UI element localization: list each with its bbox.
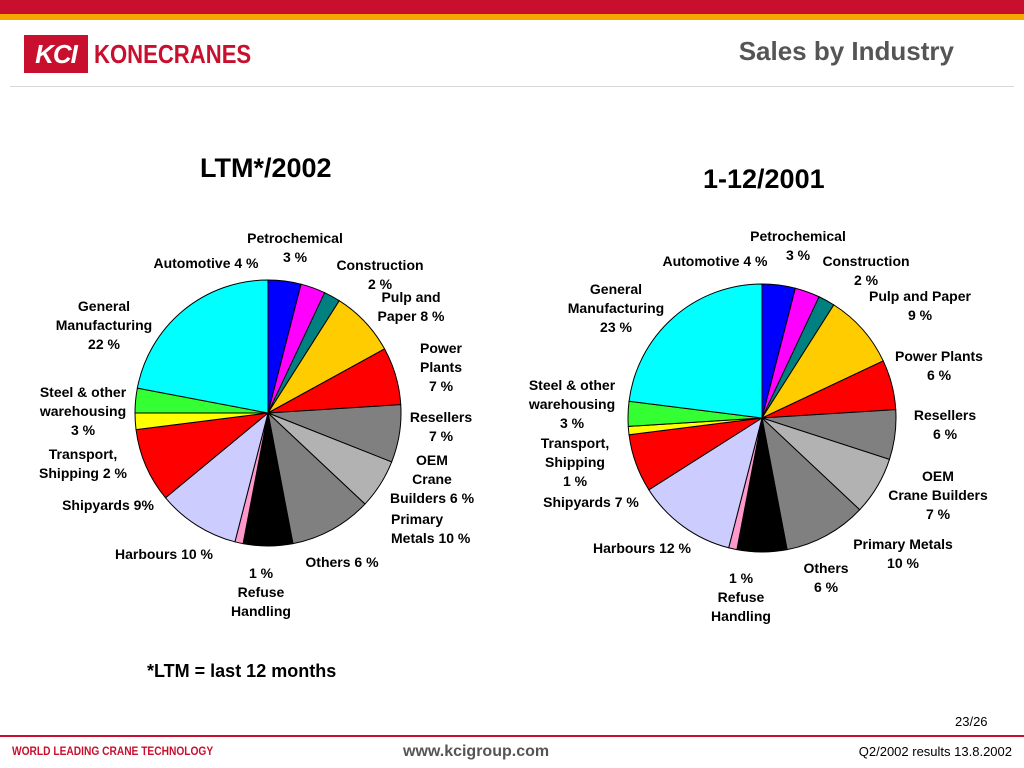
- pie-slice-10: [648, 416, 763, 549]
- pie-slice-14: [628, 283, 763, 419]
- footer-website: www.kcigroup.com: [403, 743, 550, 760]
- right-label-oem: OEM Crane Builders 7 %: [888, 468, 988, 522]
- right-label-pulp: Pulp and Paper 9 %: [869, 288, 971, 323]
- page-title: Sales by Industry: [738, 36, 954, 66]
- right-chart-title: 1-12/2001: [703, 164, 825, 194]
- right-label-steel: Steel & other warehousing 3 %: [528, 377, 616, 431]
- right-label-primary: Primary Metals 10 %: [853, 536, 953, 571]
- right-label-construction: Construction 2 %: [822, 253, 909, 288]
- right-label-petrochemical: Petrochemical 3 %: [750, 228, 846, 263]
- left-label-primary: Primary Metals 10 %: [391, 511, 471, 546]
- right-label-general: General Manufacturing 23 %: [568, 281, 664, 335]
- right-label-resellers: Resellers 6 %: [914, 407, 976, 442]
- top-red-bar: [0, 0, 1024, 14]
- left-label-general: General Manufacturing 22 %: [56, 298, 152, 352]
- left-pie: [134, 279, 402, 547]
- right-label-automotive: Automotive 4 %: [662, 253, 768, 269]
- footer-results: Q2/2002 results 13.8.2002: [858, 744, 1012, 759]
- left-label-automotive: Automotive 4 %: [153, 255, 259, 271]
- left-pie-labels: Automotive 4 %Petrochemical 3 % Constructi…: [39, 230, 475, 619]
- pie-slice-7: [761, 416, 861, 551]
- left-chart-title: LTM*/2002: [200, 153, 332, 183]
- footer-tagline: WORLD LEADING CRANE TECHNOLOGY: [12, 744, 214, 758]
- left-label-construction: Construction 2 %: [336, 257, 423, 292]
- header-divider: [10, 86, 1014, 87]
- left-label-others: Others 6 %: [305, 554, 379, 570]
- left-label-oem: OEM Crane Builders 6 %: [390, 452, 475, 506]
- page-number: 23/26: [955, 714, 988, 729]
- left-label-pulp: Pulp and Paper 8 %: [378, 289, 445, 324]
- right-label-refuse: 1 % Refuse Handling: [711, 570, 771, 624]
- logo-mark: KCI: [24, 35, 88, 73]
- left-label-shipyards: Shipyards 9%: [62, 497, 154, 513]
- top-orange-stripe: [0, 14, 1024, 20]
- right-label-others: Others 6 %: [803, 560, 848, 595]
- left-label-power: Power Plants 7 %: [420, 340, 463, 394]
- pie-slice-10: [164, 411, 269, 543]
- left-label-petrochemical: Petrochemical 3 %: [247, 230, 343, 265]
- left-label-transport: Transport, Shipping 2 %: [39, 446, 127, 481]
- right-label-shipyards: Shipyards 7 %: [543, 494, 639, 510]
- right-label-power: Power Plants 6 %: [895, 348, 983, 383]
- ltm-footnote: *LTM = last 12 months: [147, 661, 337, 681]
- right-label-harbours: Harbours 12 %: [593, 540, 692, 556]
- logo-text: KONECRANES: [94, 38, 252, 69]
- footer-divider: [0, 735, 1024, 737]
- pie-slice-14: [136, 279, 269, 414]
- pie-slice-7: [267, 411, 366, 545]
- left-label-steel: Steel & other warehousing 3 %: [39, 384, 127, 438]
- right-pie: [627, 283, 897, 553]
- left-label-resellers: Resellers 7 %: [410, 409, 472, 444]
- konecranes-logo: KCI KONECRANES: [24, 34, 279, 74]
- right-label-transport: Transport, Shipping 1 %: [541, 435, 609, 489]
- left-label-refuse: 1 % Refuse Handling: [231, 565, 291, 619]
- left-label-harbours: Harbours 10 %: [115, 546, 214, 562]
- right-pie-labels: Automotive 4 %Petrochemical 3 % Constructi…: [528, 228, 988, 624]
